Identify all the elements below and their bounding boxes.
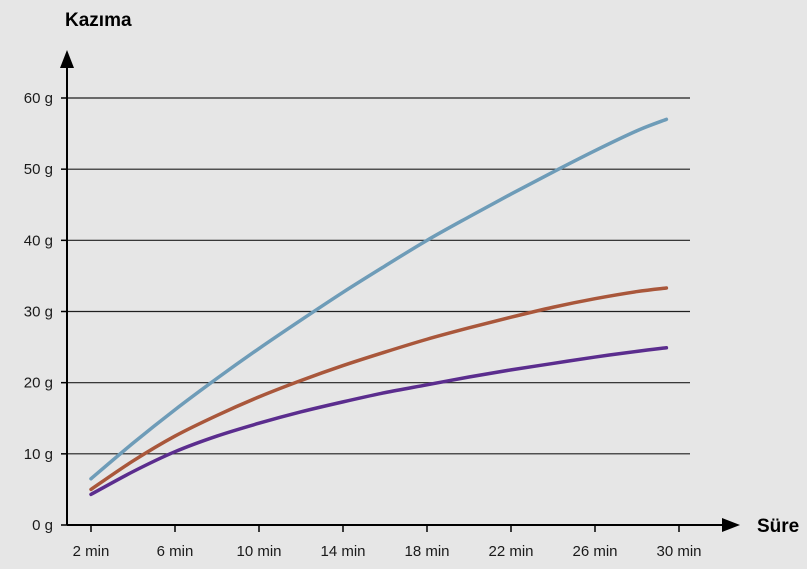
x-axis-arrow-icon xyxy=(722,518,740,532)
y-tick-label: 60 g xyxy=(24,90,53,107)
grid-lines xyxy=(67,97,690,455)
x-tick-label: 14 min xyxy=(320,543,365,560)
x-tick-label: 22 min xyxy=(488,543,533,560)
x-axis-title: Süre xyxy=(757,516,799,537)
series-line-3 xyxy=(89,346,669,497)
series-line-2 xyxy=(89,286,669,492)
x-tick-label: 10 min xyxy=(236,543,281,560)
y-tick-label: 40 g xyxy=(24,232,53,249)
y-axis-title: Kazıma xyxy=(65,10,132,31)
series-lines xyxy=(89,117,669,497)
x-tick-label: 2 min xyxy=(73,543,110,560)
y-tick-label: 50 g xyxy=(24,161,53,178)
y-tick-label: 0 g xyxy=(32,517,53,534)
y-axis-arrow-icon xyxy=(60,50,74,68)
y-tick-label: 10 g xyxy=(24,446,53,463)
y-tick-label: 20 g xyxy=(24,375,53,392)
tick-labels: 0 g 10 g 20 g 30 g 40 g 50 g 60 g 2 min 6 min 10 … xyxy=(24,90,702,560)
x-tick-label: 18 min xyxy=(404,543,449,560)
x-tick-label: 6 min xyxy=(157,543,194,560)
x-tick-label: 26 min xyxy=(572,543,617,560)
x-tick-label: 30 min xyxy=(656,543,701,560)
axes xyxy=(60,50,740,532)
y-tick-label: 30 g xyxy=(24,304,53,321)
series-line-1 xyxy=(89,117,669,481)
